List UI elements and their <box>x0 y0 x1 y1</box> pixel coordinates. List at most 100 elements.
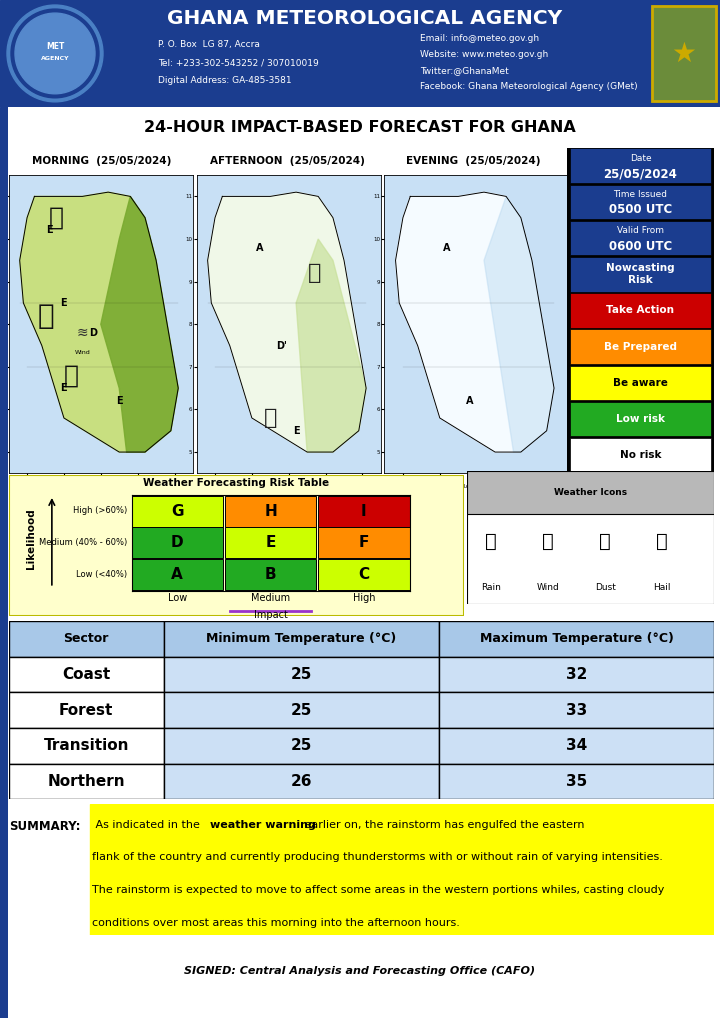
Text: GHANA METEOROLOGICAL AGENCY: GHANA METEOROLOGICAL AGENCY <box>168 8 562 27</box>
Text: I: I <box>361 504 366 518</box>
Bar <box>9 728 164 764</box>
Text: Medium: Medium <box>251 593 290 604</box>
Bar <box>570 293 711 328</box>
Bar <box>570 184 711 219</box>
Text: Sector: Sector <box>63 632 109 645</box>
Text: Digital Address: GA-485-3581: Digital Address: GA-485-3581 <box>158 76 292 86</box>
Bar <box>9 657 164 692</box>
Text: 🌧: 🌧 <box>485 532 498 551</box>
X-axis label: Longitude: Longitude <box>463 484 490 489</box>
Text: High: High <box>353 593 375 604</box>
Text: Facebook: Ghana Meteorological Agency (GMet): Facebook: Ghana Meteorological Agency (G… <box>420 82 638 92</box>
Text: H: H <box>264 504 277 518</box>
Text: Northern: Northern <box>48 774 125 789</box>
Bar <box>570 149 711 183</box>
Text: 25: 25 <box>291 667 312 682</box>
Text: Nowcasting
Risk: Nowcasting Risk <box>606 264 675 285</box>
Bar <box>90 804 714 935</box>
Text: E: E <box>116 396 122 406</box>
Bar <box>439 728 714 764</box>
Text: High (>60%): High (>60%) <box>73 506 127 515</box>
Bar <box>439 657 714 692</box>
Text: E: E <box>293 426 300 436</box>
Text: Likelihood: Likelihood <box>27 508 37 569</box>
X-axis label: Longitude: Longitude <box>87 484 114 489</box>
Text: 26: 26 <box>291 774 312 789</box>
Text: conditions over most areas this morning into the afternoon hours.: conditions over most areas this morning … <box>92 917 460 927</box>
Text: Impact: Impact <box>253 610 287 620</box>
Text: Low risk: Low risk <box>616 414 665 425</box>
Text: 0500 UTC: 0500 UTC <box>609 204 672 217</box>
Text: D: D <box>171 535 184 551</box>
Bar <box>570 329 711 364</box>
Bar <box>467 471 714 514</box>
Text: A: A <box>466 396 473 406</box>
Text: Valid From: Valid From <box>617 226 664 235</box>
Text: CAFO: CAFO <box>619 155 662 168</box>
Text: 25/05/2024: 25/05/2024 <box>603 167 678 180</box>
Text: E: E <box>60 383 67 393</box>
Bar <box>225 527 316 558</box>
Text: No risk: No risk <box>620 450 661 460</box>
Polygon shape <box>101 196 179 452</box>
Bar <box>652 6 716 101</box>
Bar <box>225 559 316 589</box>
Text: flank of the country and currently producing thunderstorms with or without rain : flank of the country and currently produ… <box>92 852 663 862</box>
Circle shape <box>7 5 103 102</box>
Text: 32: 32 <box>566 667 588 682</box>
Text: Website: www.meteo.gov.gh: Website: www.meteo.gov.gh <box>420 50 548 59</box>
Text: 35: 35 <box>566 774 588 789</box>
Text: Rain: Rain <box>482 583 501 592</box>
Text: Medium (40% - 60%): Medium (40% - 60%) <box>39 538 127 547</box>
Text: F: F <box>359 535 369 551</box>
Text: Forest: Forest <box>59 702 114 718</box>
Text: Dust: Dust <box>595 583 616 592</box>
Text: 🌫: 🌫 <box>599 532 611 551</box>
Text: Weather Forecasting Risk Table: Weather Forecasting Risk Table <box>143 478 329 489</box>
Bar <box>9 621 164 657</box>
Text: C: C <box>359 567 369 582</box>
Text: 34: 34 <box>566 738 588 753</box>
Polygon shape <box>207 192 366 452</box>
Circle shape <box>11 9 99 98</box>
Text: ≋: ≋ <box>76 326 88 340</box>
Text: 💨: 💨 <box>542 532 554 551</box>
Bar <box>439 692 714 728</box>
Bar <box>164 657 439 692</box>
Text: Coast: Coast <box>62 667 110 682</box>
Bar <box>570 402 711 437</box>
Text: Date: Date <box>629 154 652 163</box>
Text: Be aware: Be aware <box>613 378 668 388</box>
Text: 25: 25 <box>291 702 312 718</box>
Bar <box>9 692 164 728</box>
Text: weather warning: weather warning <box>210 819 315 830</box>
Text: P. O. Box  LG 87, Accra: P. O. Box LG 87, Accra <box>158 40 260 49</box>
Text: Weather Icons: Weather Icons <box>554 488 627 497</box>
Bar <box>164 728 439 764</box>
Bar <box>570 438 711 472</box>
Text: Wind: Wind <box>537 583 559 592</box>
Bar <box>132 527 223 558</box>
Text: AGENCY: AGENCY <box>41 56 69 61</box>
Text: Hail: Hail <box>654 583 671 592</box>
Text: A: A <box>444 242 451 252</box>
Text: earlier on, the rainstorm has engulfed the eastern: earlier on, the rainstorm has engulfed t… <box>302 819 585 830</box>
Text: Maximum Temperature (°C): Maximum Temperature (°C) <box>480 632 674 645</box>
Text: AFTERNOON  (25/05/2024): AFTERNOON (25/05/2024) <box>210 157 365 166</box>
Text: G: G <box>171 504 184 518</box>
Text: E: E <box>60 298 67 307</box>
Text: E: E <box>46 226 53 235</box>
Text: EVENING  (25/05/2024): EVENING (25/05/2024) <box>406 157 541 166</box>
Bar <box>225 496 316 526</box>
Bar <box>164 621 439 657</box>
Bar <box>439 621 714 657</box>
Text: 24-HOUR IMPACT-BASED FORECAST FOR GHANA: 24-HOUR IMPACT-BASED FORECAST FOR GHANA <box>144 120 576 134</box>
Text: Time Issued: Time Issued <box>613 190 667 200</box>
Bar <box>318 496 410 526</box>
Text: ⛅: ⛅ <box>37 301 54 330</box>
Bar <box>9 764 164 799</box>
Polygon shape <box>484 196 554 452</box>
Text: Transition: Transition <box>43 738 129 753</box>
Bar <box>132 559 223 589</box>
Text: Low (<40%): Low (<40%) <box>76 570 127 578</box>
